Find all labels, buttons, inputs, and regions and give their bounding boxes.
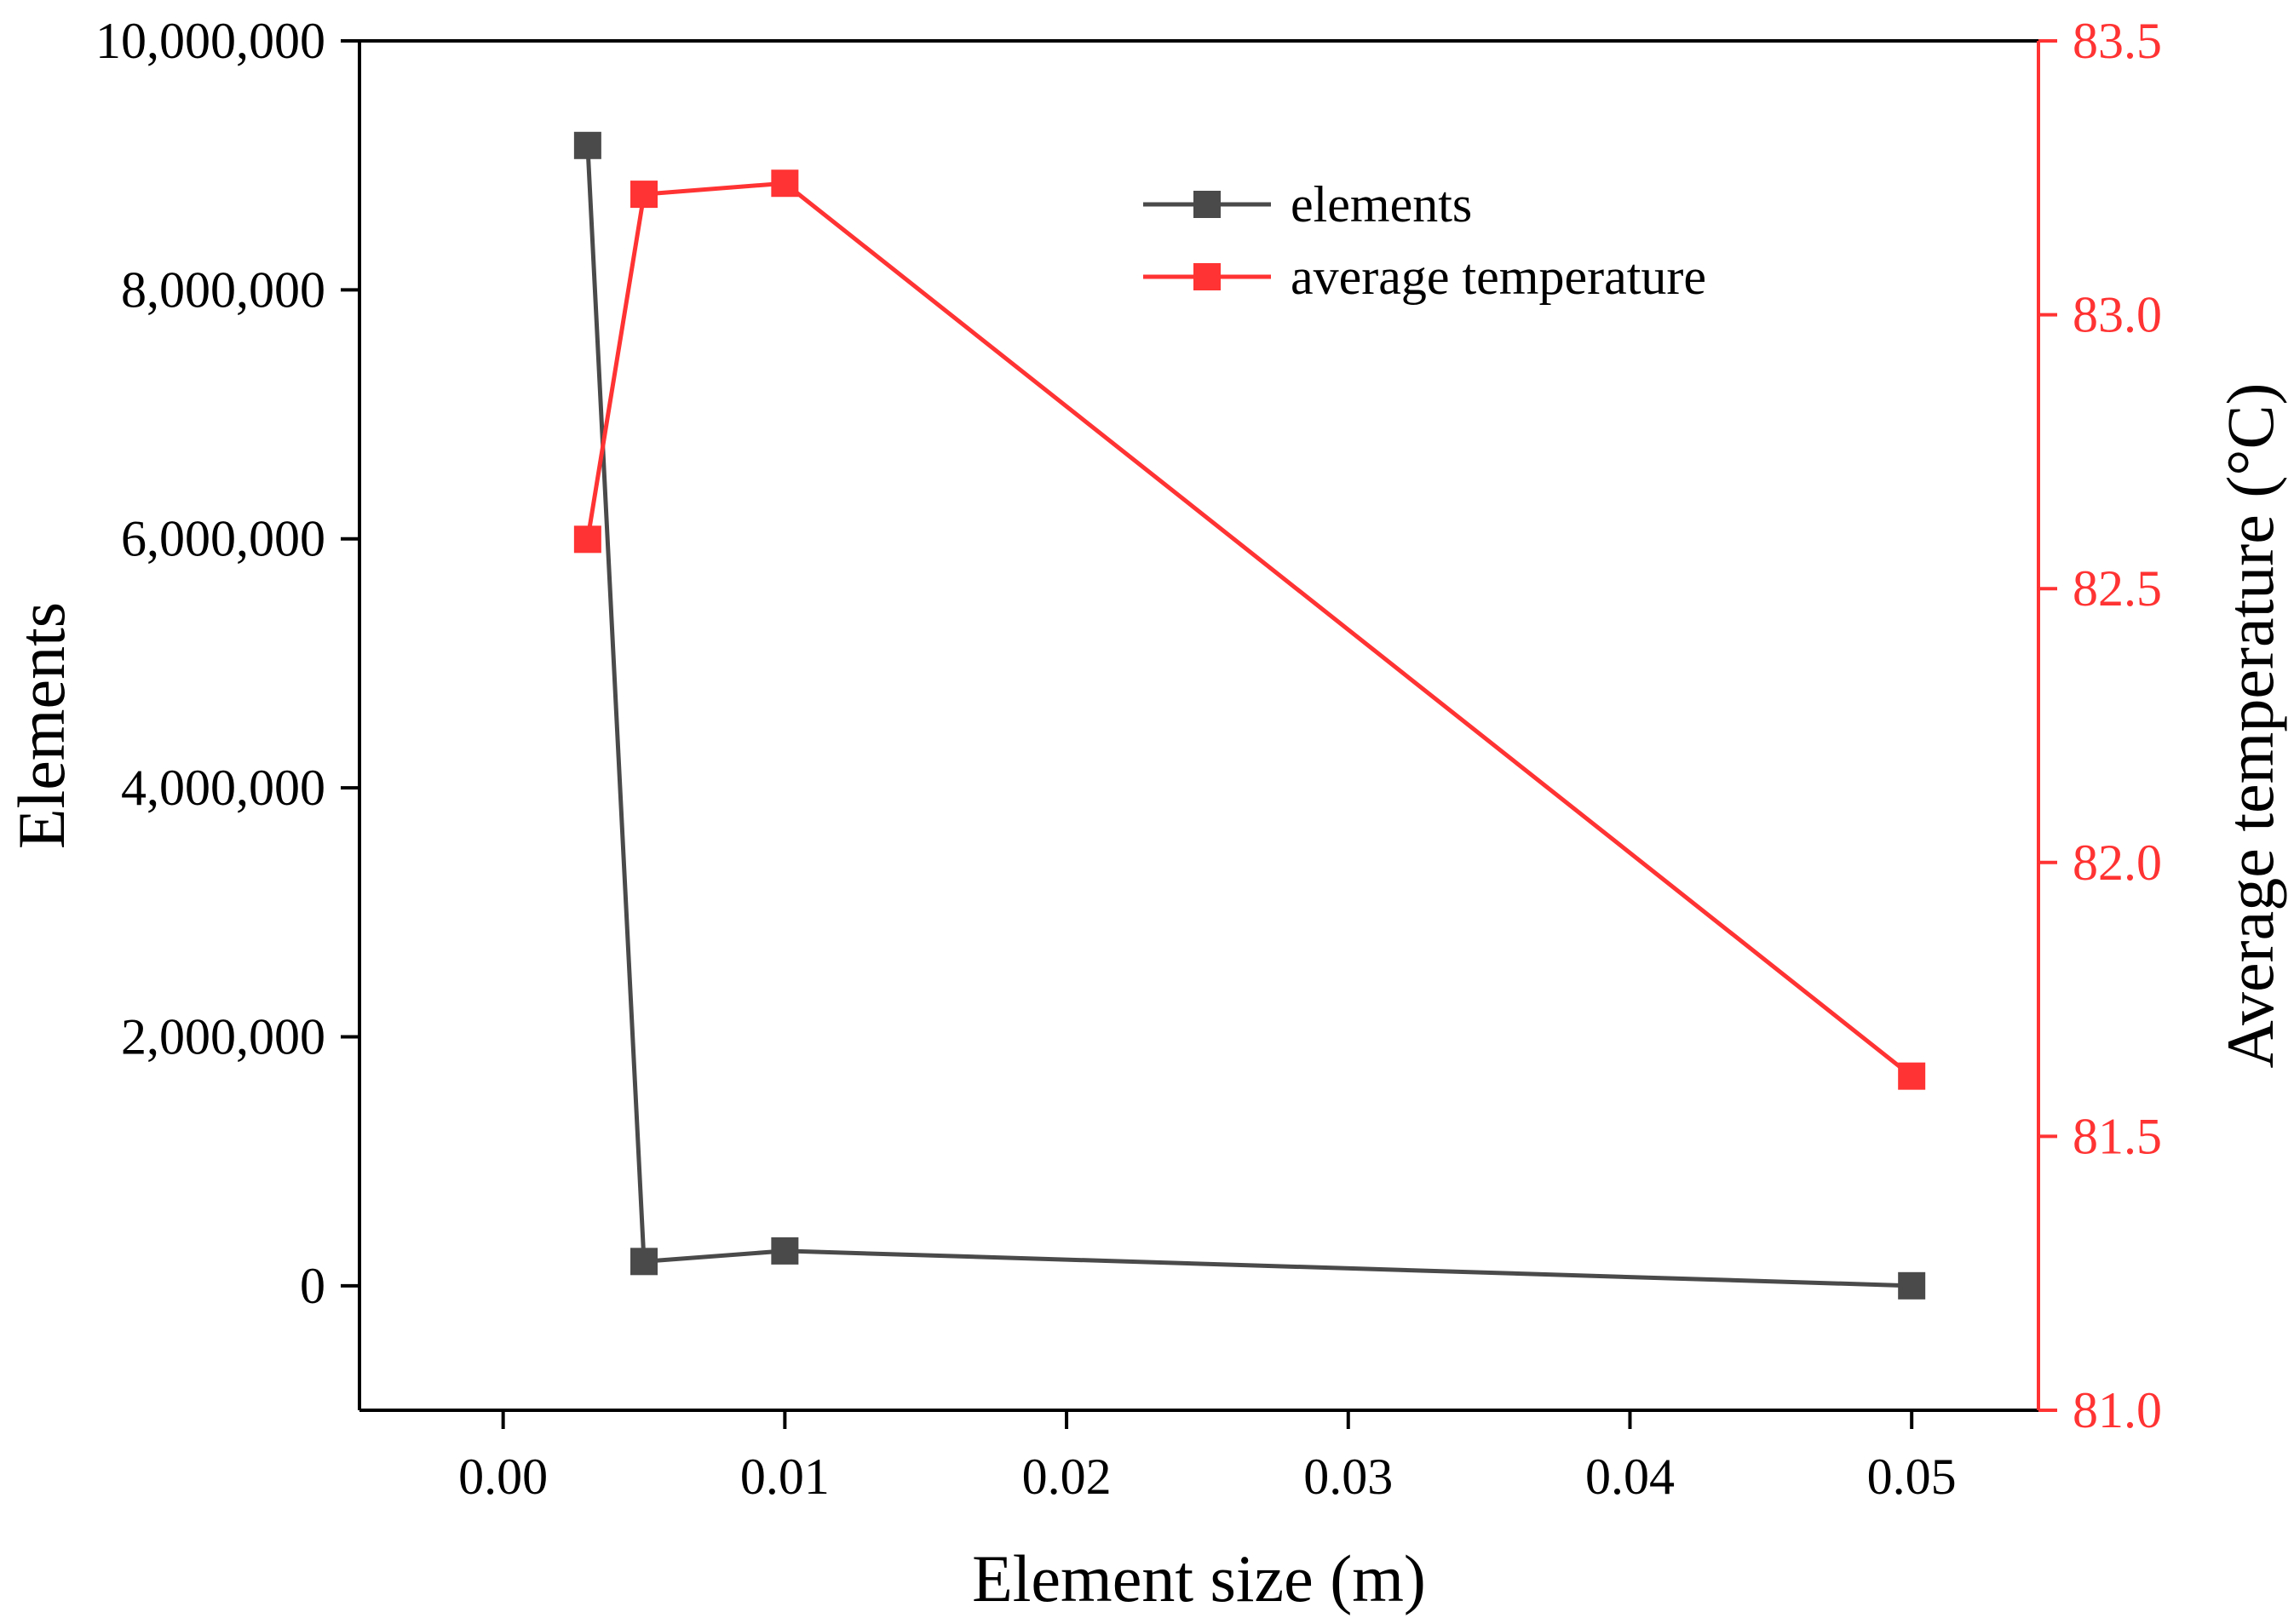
axes-group: 0.00 0.01 0.02 0.03 0.04 0.05 0 2,000,000 4,000,…	[95, 13, 2162, 1505]
elements-point	[630, 1248, 658, 1276]
elements-point	[573, 131, 601, 159]
average-temperature-series-line	[585, 181, 1913, 1078]
elements-series-line	[585, 145, 1912, 1288]
average-temperature-point	[771, 169, 799, 198]
legend-marker-average-temperature	[1193, 263, 1221, 290]
legend-label-average-temperature: average temperature	[1291, 249, 1706, 305]
x-tick-label: 0.02	[1022, 1449, 1112, 1505]
y2-tick-label: 82.0	[2073, 835, 2162, 891]
y-axis-title: Elements	[4, 602, 78, 849]
series-layer	[573, 131, 1926, 1300]
y2-tick-label: 81.5	[2073, 1108, 2162, 1164]
y2-tick-label: 83.5	[2073, 13, 2162, 69]
average-temperature-point	[573, 525, 601, 554]
y-tick-label: 10,000,000	[95, 13, 325, 69]
elements-point	[1898, 1271, 1926, 1300]
y2-tick-label: 82.5	[2073, 560, 2162, 617]
average-temperature-point	[1898, 1062, 1926, 1090]
y-tick-label: 0	[300, 1258, 325, 1314]
average-temperature-point	[630, 181, 658, 209]
elements-point	[771, 1237, 799, 1265]
legend-label-elements: elements	[1291, 176, 1472, 232]
x-axis-title: Element size (m)	[972, 1541, 1426, 1615]
y2-axis-title: Average temperature (°C)	[2213, 383, 2287, 1069]
x-tick-label: 0.05	[1867, 1449, 1957, 1505]
y-tick-label: 6,000,000	[121, 511, 325, 567]
y-tick-label: 2,000,000	[121, 1008, 325, 1064]
x-tick-label: 0.01	[740, 1449, 830, 1505]
legend-marker-elements	[1193, 191, 1221, 218]
x-tick-label: 0.00	[458, 1449, 548, 1505]
y-tick-label: 8,000,000	[121, 261, 325, 318]
y2-tick-label: 81.0	[2073, 1382, 2162, 1438]
x-tick-label: 0.04	[1585, 1449, 1675, 1505]
x-tick-label: 0.03	[1303, 1449, 1393, 1505]
y-tick-label: 4,000,000	[121, 760, 325, 816]
legend: elements average temperature	[1143, 176, 1706, 305]
y2-tick-label: 83.0	[2073, 287, 2162, 343]
